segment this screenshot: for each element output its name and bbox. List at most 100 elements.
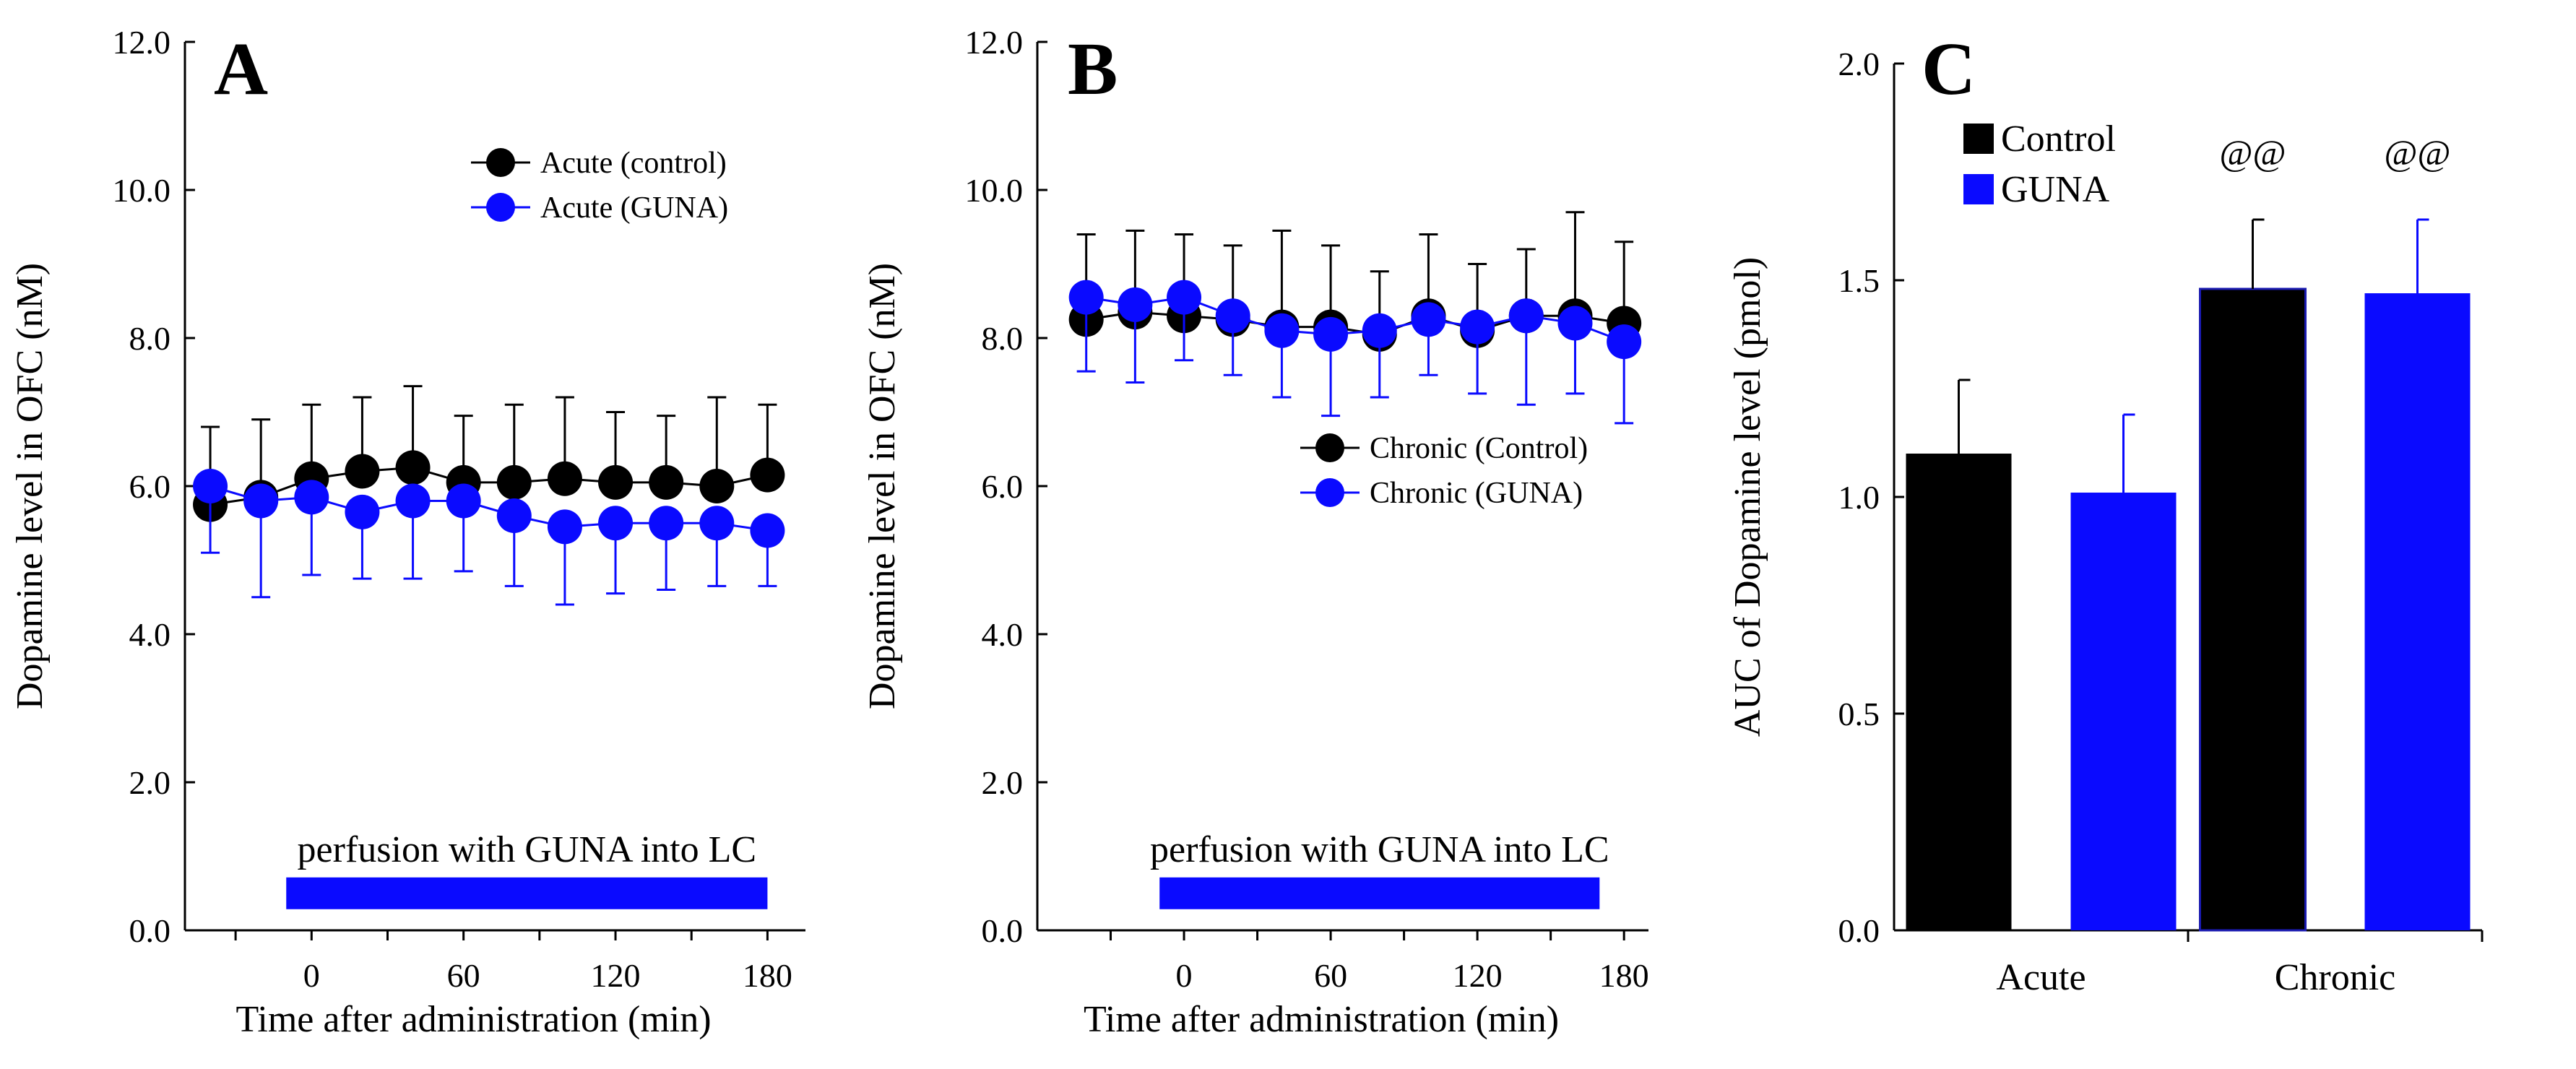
panel-letter: B	[1068, 27, 1118, 111]
data-point	[1508, 298, 1544, 334]
y-tick-label: 0.0	[982, 912, 1024, 949]
x-tick-label: 180	[1599, 957, 1649, 994]
data-point	[1607, 324, 1642, 360]
y-axis-title: AUC of Dopamine level (pmol)	[1727, 257, 1768, 737]
y-tick-label: 1.5	[1838, 262, 1880, 299]
y-tick-label: 8.0	[982, 320, 1024, 357]
perfusion-bar	[1159, 877, 1600, 909]
y-tick-label: 12.0	[965, 24, 1024, 61]
y-tick-label: 4.0	[982, 616, 1024, 653]
legend-swatch	[1963, 174, 1994, 204]
y-tick-label: 2.0	[129, 764, 171, 801]
x-tick-label: 120	[591, 957, 641, 994]
x-axis-title: Time after administration (min)	[1084, 999, 1559, 1040]
perfusion-label: perfusion with GUNA into LC	[298, 829, 757, 870]
perfusion-bar	[286, 877, 768, 909]
x-tick-label: 0	[1176, 957, 1193, 994]
y-tick-label: 1.0	[1838, 479, 1880, 516]
y-tick-label: 0.5	[1838, 696, 1880, 732]
series-acute-guna	[193, 469, 785, 606]
x-tick-label: 60	[447, 957, 480, 994]
data-point	[496, 464, 532, 500]
bar	[2070, 493, 2177, 930]
x-axis-title: Time after administration (min)	[235, 999, 711, 1040]
panel-a: 0.0 2.0 4.0 6.0 8.0 10.0 12.0 0 60 120 180 Time aft…	[9, 24, 805, 1040]
perfusion-label: perfusion with GUNA into LC	[1150, 829, 1609, 870]
data-point	[1362, 313, 1397, 348]
legend-marker	[486, 148, 515, 177]
series-line	[209, 485, 768, 532]
data-point	[243, 483, 279, 519]
data-point	[750, 457, 785, 493]
data-point	[294, 480, 329, 515]
legend-label: Control	[2001, 118, 2116, 160]
data-point	[649, 464, 684, 500]
significance-marker: @@	[2384, 132, 2450, 173]
legend-label: Acute (control)	[540, 147, 727, 180]
data-point	[1313, 316, 1349, 352]
y-tick-label: 10.0	[113, 172, 171, 209]
y-tick-label: 8.0	[129, 320, 171, 357]
legend-marker	[1315, 478, 1344, 507]
x-tick-label: Acute	[1996, 957, 2086, 998]
data-point	[1215, 298, 1250, 334]
y-tick-label: 0.0	[1838, 912, 1880, 949]
bar	[2199, 287, 2307, 932]
panel-letter: A	[214, 27, 268, 111]
series-chronic-control	[1068, 211, 1642, 352]
x-tick-label: 120	[1453, 957, 1503, 994]
data-point	[699, 469, 735, 503]
legend-marker	[486, 193, 515, 222]
legend-label: Chronic (Control)	[1370, 432, 1588, 465]
data-point	[1068, 280, 1104, 315]
data-point	[193, 469, 228, 503]
y-tick-label: 10.0	[965, 172, 1024, 209]
series-line	[1086, 296, 1625, 343]
legend: Control GUNA	[1963, 118, 2116, 210]
y-axis-title: Dopamine level in OFC (nM)	[9, 263, 51, 709]
legend-label: Acute (GUNA)	[540, 191, 728, 225]
significance-marker: @@	[2219, 132, 2286, 173]
data-point	[395, 450, 431, 485]
y-tick-label: 2.0	[982, 764, 1024, 801]
legend-label: GUNA	[2001, 169, 2110, 210]
x-tick-label: 0	[303, 957, 320, 994]
data-point	[1264, 313, 1300, 348]
y-tick-label: 0.0	[129, 912, 171, 949]
series-guna	[2070, 218, 2471, 930]
data-point	[598, 506, 634, 541]
x-tick-label: 60	[1314, 957, 1347, 994]
bar	[1906, 454, 2012, 930]
legend-marker	[1315, 433, 1344, 462]
data-point	[547, 509, 582, 545]
data-point	[1167, 280, 1202, 315]
data-point	[345, 494, 380, 529]
data-point	[1411, 302, 1446, 337]
panel-b: 0.0 2.0 4.0 6.0 8.0 10.0 12.0 0 60 120 180 Time aft…	[862, 24, 1649, 1040]
panel-c: 0.0 0.5 1.0 1.5 2.0 Acute Chronic @@ @@ Control GU…	[1727, 27, 2484, 998]
series-chronic-guna	[1068, 280, 1642, 425]
data-point	[649, 506, 684, 541]
data-point	[496, 498, 532, 533]
data-point	[547, 461, 582, 496]
bar	[2364, 293, 2471, 930]
y-tick-label: 12.0	[113, 24, 171, 61]
x-tick-label: Chronic	[2275, 957, 2396, 998]
legend-label: Chronic (GUNA)	[1370, 477, 1583, 510]
series-acute-control	[193, 385, 785, 522]
data-point	[446, 483, 481, 519]
y-tick-label: 2.0	[1838, 46, 1880, 82]
x-tick-label: 180	[743, 957, 792, 994]
legend: Chronic (Control) Chronic (GUNA)	[1300, 432, 1588, 510]
data-point	[1118, 287, 1153, 322]
data-point	[1460, 309, 1495, 345]
y-axis-title: Dopamine level in OFC (nM)	[862, 263, 903, 709]
data-point	[598, 464, 634, 500]
legend: Acute (control) Acute (GUNA)	[471, 147, 728, 225]
data-point	[1557, 306, 1593, 341]
panel-letter: C	[1922, 27, 1976, 111]
data-point	[345, 454, 380, 489]
y-tick-label: 6.0	[129, 468, 171, 505]
y-tick-label: 4.0	[129, 616, 171, 653]
